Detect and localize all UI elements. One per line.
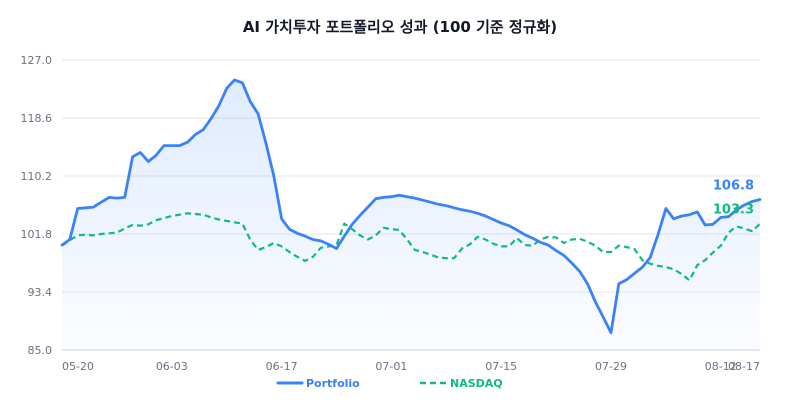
x-tick-label: 08-17 — [728, 360, 760, 373]
legend-item-nasdaq[interactable]: NASDAQ — [420, 377, 503, 390]
nasdaq-series-line — [61, 212, 761, 282]
x-tick-label: 07-29 — [595, 360, 627, 373]
legend-label-portfolio: Portfolio — [306, 377, 360, 390]
x-tick-label: 05-20 — [62, 360, 94, 373]
y-tick-label: 101.8 — [21, 228, 53, 241]
x-tick-label: 08-12 — [705, 360, 737, 373]
portfolio-series-line — [60, 78, 762, 335]
y-tick-label: 110.2 — [21, 170, 53, 183]
x-tick-label: 07-01 — [375, 360, 407, 373]
y-tick-label: 85.0 — [28, 344, 53, 357]
chart-title: AI 가치투자 포트폴리오 성과 (100 기준 정규화) — [243, 18, 557, 36]
y-tick-label: 93.4 — [28, 286, 53, 299]
legend-label-nasdaq: NASDAQ — [450, 377, 503, 390]
y-axis-ticks: 127.0 118.6 110.2 101.8 93.4 85.0 — [21, 54, 53, 357]
y-tick-label: 127.0 — [21, 54, 53, 67]
x-tick-label: 06-03 — [156, 360, 188, 373]
y-tick-label: 118.6 — [21, 112, 53, 125]
portfolio-end-label: 106.8 — [713, 178, 754, 193]
legend-item-portfolio[interactable]: Portfolio — [276, 377, 360, 390]
legend[interactable]: Portfolio NASDAQ — [276, 377, 503, 390]
portfolio-area — [62, 80, 760, 350]
x-tick-label: 06-17 — [266, 360, 298, 373]
x-tick-label: 07-15 — [485, 360, 517, 373]
nasdaq-end-label: 103.3 — [713, 203, 754, 218]
